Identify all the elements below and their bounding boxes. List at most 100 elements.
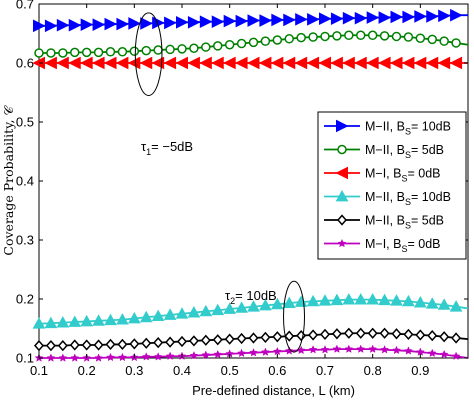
legend-swatch-marker	[336, 119, 349, 133]
data-point	[295, 13, 308, 26]
data-point	[307, 13, 320, 26]
annotation-ellipse	[283, 280, 306, 353]
data-point	[70, 47, 80, 58]
data-point	[151, 309, 165, 322]
annotation-2: τ2= 10dB	[225, 280, 306, 353]
data-point	[211, 15, 225, 29]
data-point	[117, 338, 128, 351]
data-point	[46, 48, 56, 58]
data-point	[390, 294, 403, 306]
annotation-1: τ1= −5dB	[134, 12, 193, 157]
legend-entry-6: M−I, BS= 0dB	[324, 237, 441, 254]
data-point	[284, 346, 294, 355]
data-point	[259, 298, 272, 311]
data-point	[213, 41, 223, 51]
data-point	[320, 31, 330, 42]
data-point	[355, 327, 366, 339]
data-point	[331, 328, 342, 340]
data-point	[117, 352, 127, 362]
data-point	[58, 353, 68, 362]
data-point	[367, 30, 378, 41]
data-point	[248, 332, 259, 344]
data-point	[283, 13, 296, 27]
data-point	[92, 18, 106, 31]
data-point	[356, 30, 366, 41]
axes-layer: 0.1 0.2 0.3 0.4 0.5 0.6 0.7 0.8 0.9 0.1 0.2 0.3 0.4 0…	[16, 0, 468, 378]
data-point	[284, 330, 295, 342]
y-tick-label: 0.2	[16, 292, 34, 307]
data-point	[284, 34, 294, 44]
data-point	[259, 14, 273, 27]
data-point	[260, 331, 271, 343]
data-point	[354, 11, 368, 25]
data-point	[451, 38, 461, 48]
data-point	[296, 32, 306, 43]
data-point	[414, 10, 427, 23]
legend-entry-1: M−II, BS= 10dB	[324, 120, 451, 137]
x-tick-label: 0.6	[268, 363, 286, 378]
legend-entry-3: M−I, BS= 0dB	[324, 167, 441, 184]
data-point	[271, 13, 284, 27]
data-point	[403, 346, 413, 355]
data-point	[402, 294, 415, 307]
y-tick-label: 0.6	[16, 56, 34, 71]
data-point	[116, 313, 129, 325]
data-point	[200, 334, 211, 346]
data-point	[44, 316, 58, 329]
data-point	[247, 300, 260, 312]
data-point	[69, 339, 80, 351]
data-point	[426, 10, 439, 23]
data-point	[249, 348, 258, 357]
data-point	[413, 296, 427, 308]
data-point	[415, 33, 426, 43]
data-point	[224, 333, 235, 345]
data-point	[235, 301, 248, 313]
data-point	[58, 48, 68, 58]
legend-entry-5: M−II, BS= 5dB	[324, 214, 444, 231]
data-point	[344, 30, 354, 41]
data-point	[32, 317, 46, 329]
data-point	[116, 17, 130, 31]
data-point	[81, 47, 92, 58]
data-point	[45, 339, 56, 352]
data-point	[332, 31, 342, 41]
x-tick-label: 0.8	[364, 363, 382, 378]
annotation-label: τ2= 10dB	[225, 288, 277, 306]
data-point	[319, 12, 332, 26]
data-point	[117, 47, 128, 57]
y-tick-label: 0.7	[16, 0, 34, 12]
data-point	[104, 17, 118, 31]
data-point	[188, 335, 199, 347]
data-point	[164, 16, 177, 30]
data-point	[402, 10, 416, 24]
data-point	[354, 293, 368, 305]
series-2	[34, 30, 469, 58]
data-point	[282, 296, 296, 309]
legend-entry-2: M−II, BS= 5dB	[324, 143, 444, 160]
data-point	[403, 32, 414, 42]
data-point	[34, 48, 44, 58]
data-point	[57, 339, 68, 352]
data-point	[427, 348, 437, 358]
data-point	[165, 351, 175, 360]
y-tick-label: 0.4	[16, 174, 34, 189]
data-point	[343, 327, 354, 339]
data-point	[439, 349, 449, 359]
x-tick-label: 0.3	[125, 363, 143, 378]
data-point	[308, 329, 319, 341]
data-point	[235, 14, 249, 28]
data-point	[378, 11, 392, 24]
data-point	[320, 345, 330, 354]
y-axis-label: Coverage Probability, 𝒞	[1, 105, 16, 256]
data-point	[105, 338, 116, 351]
series-6	[34, 344, 469, 362]
data-point	[153, 352, 163, 361]
legend-label: M−II, BS= 10dB	[365, 120, 451, 137]
x-tick-label: 0.9	[411, 363, 429, 378]
data-point	[425, 297, 439, 309]
data-point	[272, 346, 282, 356]
data-point	[451, 332, 462, 344]
series-1	[33, 8, 468, 33]
data-point	[140, 17, 153, 30]
